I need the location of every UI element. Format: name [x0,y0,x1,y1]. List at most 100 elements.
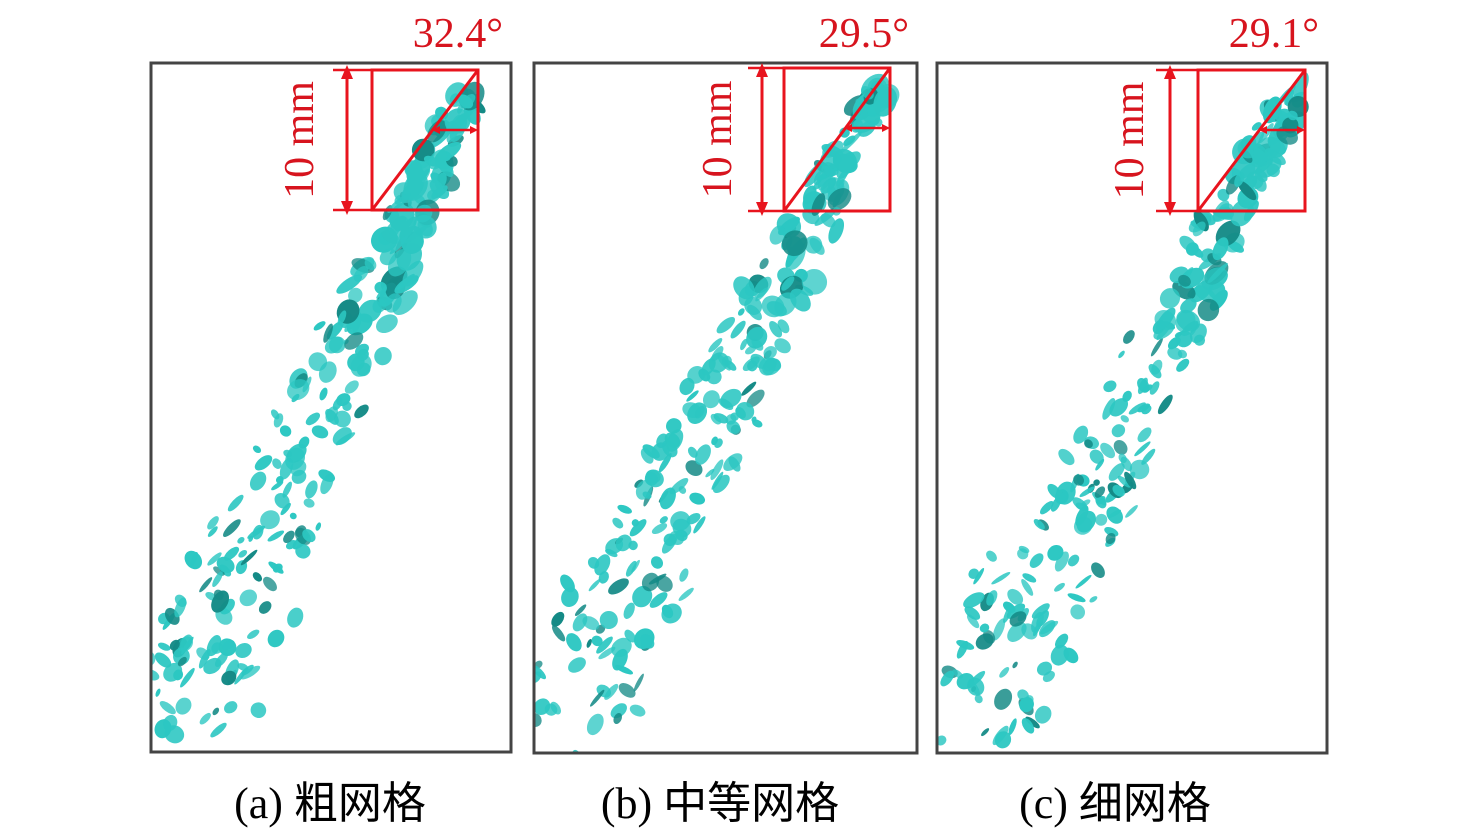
particle [407,168,425,187]
particle [289,512,297,520]
particle [629,519,647,537]
particle [586,713,604,736]
particle [1125,505,1138,518]
particle [1040,620,1059,635]
particle [1111,424,1126,438]
particle [966,614,980,629]
particle [534,671,542,684]
particle [1230,199,1254,227]
particle [1177,349,1188,359]
particle [389,234,409,255]
particle [711,436,718,446]
particle [710,459,724,481]
particle [344,380,359,394]
particle [728,456,741,472]
particle [828,177,836,189]
crack-particles [122,81,486,744]
particle [324,336,344,354]
scale-label: 10 mm [277,81,323,199]
particle [387,192,411,214]
particle [247,629,260,640]
particle [596,636,613,654]
particle [1234,172,1245,187]
particle [1007,622,1027,642]
particle [710,413,722,425]
particle [122,661,139,674]
particle [1118,453,1127,464]
particle [588,578,601,592]
particle [1106,506,1123,524]
particle [1155,307,1176,332]
particle [126,684,143,701]
particle [389,215,410,243]
particle [745,345,757,355]
particle [216,556,235,573]
particle [287,607,304,628]
particle [1102,398,1116,420]
particle [956,639,975,650]
particle [392,290,418,315]
particle [1095,458,1105,471]
particle [435,106,449,121]
particle [702,390,720,409]
particle [283,530,295,543]
particle [252,524,264,540]
particle [223,519,241,537]
particle [302,376,312,393]
particle [372,298,387,313]
particle [384,293,402,313]
particle [605,548,618,558]
particle [510,685,530,707]
particle [1055,481,1076,505]
particle [659,516,668,524]
particle [1192,221,1206,237]
particle [387,248,412,277]
particle [740,338,748,351]
particle [598,646,616,660]
particle [981,728,990,737]
particle [730,320,746,339]
particle [1254,168,1268,183]
panel-caption: (c) 细网格 [1019,779,1211,828]
particle [1185,242,1199,256]
particle [1159,288,1181,309]
particle [1117,475,1132,488]
particle [769,320,783,338]
particle [1157,394,1173,415]
particle [159,700,176,715]
panel-caption: (a) 粗网格 [234,779,426,828]
particle [336,274,363,294]
particle [650,556,664,569]
particle [967,677,985,696]
particle [207,552,222,566]
particle [762,358,781,376]
particle [1287,110,1298,121]
particle [1124,471,1137,490]
scale-label: 10 mm [1107,81,1153,199]
particle [1091,562,1105,578]
particle [1176,358,1190,372]
particle [1095,513,1108,526]
panel: 10 mm 29.5° (b) 中等网格 [510,11,919,828]
particle [686,512,701,525]
particle [271,481,284,491]
particle [428,149,447,170]
particle [986,590,998,606]
particle [1104,527,1119,537]
panel-frame [935,61,1329,755]
particle [223,546,240,561]
particle [572,749,581,753]
particle [1050,644,1069,666]
particle [640,634,655,649]
particle [615,534,632,552]
particle [590,689,605,707]
particle [1175,310,1196,333]
particle [207,526,218,537]
particle [759,258,769,270]
particle [1137,403,1151,413]
particle [280,502,291,516]
particle [781,276,795,291]
particle [781,230,808,257]
particle [177,656,187,667]
particle [618,683,636,698]
